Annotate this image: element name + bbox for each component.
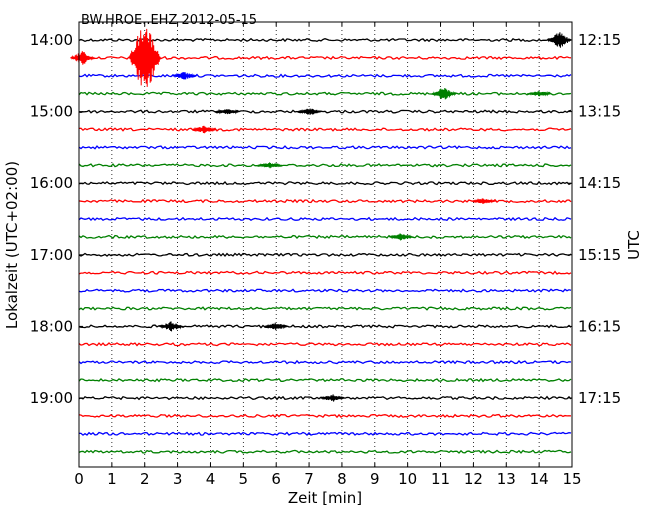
seismic-events — [70, 28, 572, 402]
y-tick-label-right: 15:15 — [578, 246, 621, 264]
y-tick-label-left: 16:00 — [30, 174, 73, 192]
event-1 — [70, 51, 95, 65]
x-tick-label: 4 — [206, 470, 216, 488]
x-tick-label: 8 — [337, 470, 347, 488]
x-tick-label: 12 — [464, 470, 483, 488]
y-tick-label-left: 19:00 — [30, 389, 73, 407]
y-tick-label-right: 12:15 — [578, 31, 621, 49]
event-14 — [320, 394, 345, 402]
x-tick-label: 3 — [173, 470, 183, 488]
x-tick-label: 2 — [140, 470, 150, 488]
y-tick-label-right: 13:15 — [578, 103, 621, 121]
trace-21 — [78, 413, 572, 419]
trace-9 — [78, 198, 572, 204]
y-tick-label-left: 17:00 — [30, 246, 73, 264]
x-tick-label: 1 — [107, 470, 117, 488]
y-tick-label-right: 17:15 — [578, 389, 621, 407]
x-tick-label: 10 — [398, 470, 417, 488]
trace-7 — [78, 163, 572, 168]
trace-23 — [78, 449, 572, 454]
trace-8 — [78, 180, 572, 186]
event-11 — [389, 233, 414, 241]
seismic-traces — [78, 37, 572, 454]
y-tick-label-right: 16:15 — [578, 317, 621, 335]
event-0 — [546, 32, 572, 48]
y-tick-label-left: 18:00 — [30, 317, 73, 335]
trace-4 — [78, 109, 572, 114]
x-tick-label: 14 — [530, 470, 549, 488]
plot-frame — [78, 21, 573, 468]
x-tick-label: 5 — [239, 470, 249, 488]
event-10 — [471, 198, 496, 204]
trace-14 — [78, 288, 572, 293]
event-4 — [431, 87, 457, 100]
x-tick-label: 6 — [271, 470, 281, 488]
event-2 — [128, 28, 162, 87]
event-5 — [527, 90, 552, 97]
trace-19 — [78, 377, 572, 383]
axis-ticks: 0 1 2 3 4 5 6 7 8 9 10 11 12 13 14 1514:0015:0016:0017:… — [30, 22, 621, 488]
event-12 — [159, 321, 184, 332]
x-tick-label: 7 — [304, 470, 314, 488]
trace-1 — [78, 55, 572, 61]
trace-5 — [78, 127, 572, 132]
trace-0 — [78, 37, 572, 43]
event-13 — [264, 322, 289, 331]
trace-16 — [78, 324, 572, 329]
event-3 — [172, 72, 197, 80]
event-9 — [257, 162, 283, 169]
trace-12 — [78, 252, 572, 258]
trace-2 — [78, 73, 572, 79]
x-tick-label: 9 — [370, 470, 380, 488]
trace-10 — [78, 216, 572, 222]
trace-3 — [78, 91, 572, 96]
x-tick-label: 11 — [431, 470, 450, 488]
trace-15 — [78, 306, 572, 311]
x-axis-label: Zeit [min] — [288, 489, 362, 507]
x-tick-label: 15 — [562, 470, 581, 488]
trace-6 — [78, 145, 572, 150]
x-tick-label: 13 — [497, 470, 516, 488]
x-tick-label: 0 — [74, 470, 84, 488]
trace-13 — [78, 270, 572, 275]
trace-17 — [78, 342, 572, 347]
y-tick-label-left: 14:00 — [30, 31, 73, 49]
event-8 — [191, 125, 217, 134]
trace-22 — [78, 431, 572, 437]
event-6 — [297, 108, 322, 115]
y-tick-label-right: 14:15 — [578, 174, 621, 192]
chart-title: BW.HROE..EHZ 2012-05-15 — [81, 13, 257, 28]
trace-18 — [78, 359, 572, 365]
y-axis-label-left: Lokalzeit (UTC+02:00) — [3, 161, 21, 329]
grid-lines — [111, 22, 540, 467]
y-tick-label-left: 15:00 — [30, 103, 73, 121]
y-axis-label-right: UTC — [625, 230, 643, 260]
trace-11 — [78, 234, 572, 240]
event-7 — [214, 108, 240, 115]
